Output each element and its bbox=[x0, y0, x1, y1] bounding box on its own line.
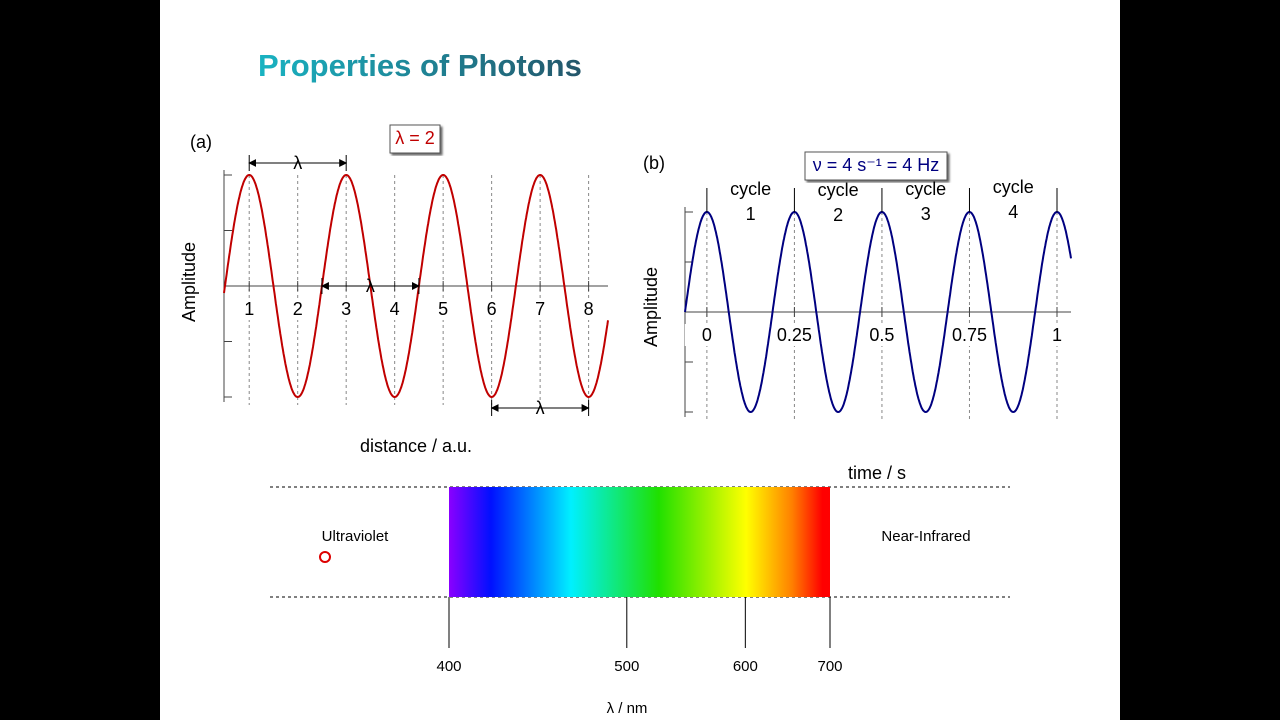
x-tick-label: 2 bbox=[293, 299, 303, 319]
annotation: ν = 4 s⁻¹ = 4 Hz bbox=[813, 155, 940, 175]
panel-label: (a) bbox=[190, 132, 212, 152]
tick-label-bg bbox=[275, 298, 320, 320]
cycle-number: 4 bbox=[1008, 202, 1018, 222]
lambda-label: λ bbox=[293, 153, 302, 173]
cursor bbox=[319, 551, 331, 563]
x-tick-label: 7 bbox=[535, 299, 545, 319]
tick-label-bg bbox=[772, 324, 817, 346]
title: Properties of Photons bbox=[258, 48, 582, 83]
wave bbox=[223, 173, 609, 399]
x-axis-label: time / s bbox=[848, 463, 906, 483]
tick-label-bg bbox=[421, 298, 466, 320]
left-label: Ultraviolet bbox=[322, 528, 390, 545]
annotation-box bbox=[804, 151, 948, 181]
y-axis-label: Amplitude bbox=[641, 267, 661, 347]
x-tick-label: 3 bbox=[341, 299, 351, 319]
cycle-number: 2 bbox=[833, 205, 843, 225]
x-tick-label: 0.5 bbox=[869, 325, 894, 345]
x-tick-label: 0.25 bbox=[777, 325, 812, 345]
tick-label-bg bbox=[372, 298, 417, 320]
visible-band bbox=[449, 487, 830, 597]
lambda-label: λ bbox=[536, 398, 545, 418]
tick-label-bg bbox=[566, 298, 611, 320]
x-axis-label: distance / a.u. bbox=[360, 436, 472, 456]
x-tick-label: 0.75 bbox=[952, 325, 987, 345]
x-tick-label: 600 bbox=[733, 658, 758, 675]
x-axis-label: λ / nm bbox=[607, 700, 648, 717]
lambda-label: λ bbox=[366, 276, 375, 296]
tick-label-bg bbox=[518, 298, 563, 320]
wave bbox=[684, 210, 1072, 414]
tick-label-bg bbox=[227, 298, 272, 320]
annotation: λ = 2 bbox=[395, 128, 435, 148]
x-tick-label: 4 bbox=[390, 299, 400, 319]
tick-label-bg bbox=[1034, 324, 1079, 346]
x-tick-label: 700 bbox=[817, 658, 842, 675]
cycle-number: 1 bbox=[746, 204, 756, 224]
cycle-number: 3 bbox=[921, 204, 931, 224]
y-axis-label: Amplitude bbox=[179, 242, 199, 322]
x-tick-label: 400 bbox=[436, 658, 461, 675]
cycle-word: cycle bbox=[818, 180, 859, 200]
cycle-word: cycle bbox=[905, 179, 946, 199]
tick-label-bg bbox=[469, 298, 514, 320]
x-tick-label: 5 bbox=[438, 299, 448, 319]
tick-label-bg bbox=[684, 324, 729, 346]
x-tick-label: 1 bbox=[244, 299, 254, 319]
tick-label-bg bbox=[947, 324, 992, 346]
tick-label-bg bbox=[859, 324, 904, 346]
x-tick-label: 8 bbox=[584, 299, 594, 319]
x-tick-label: 0 bbox=[702, 325, 712, 345]
annotation-box bbox=[389, 124, 441, 154]
x-tick-label: 500 bbox=[614, 658, 639, 675]
tick-label-bg bbox=[324, 298, 369, 320]
cycle-word: cycle bbox=[730, 179, 771, 199]
x-tick-label: 1 bbox=[1052, 325, 1062, 345]
cycle-word: cycle bbox=[993, 177, 1034, 197]
x-tick-label: 6 bbox=[487, 299, 497, 319]
panel-label: (b) bbox=[643, 153, 665, 173]
right-label: Near-Infrared bbox=[881, 528, 970, 545]
slide-bg bbox=[160, 0, 1120, 720]
